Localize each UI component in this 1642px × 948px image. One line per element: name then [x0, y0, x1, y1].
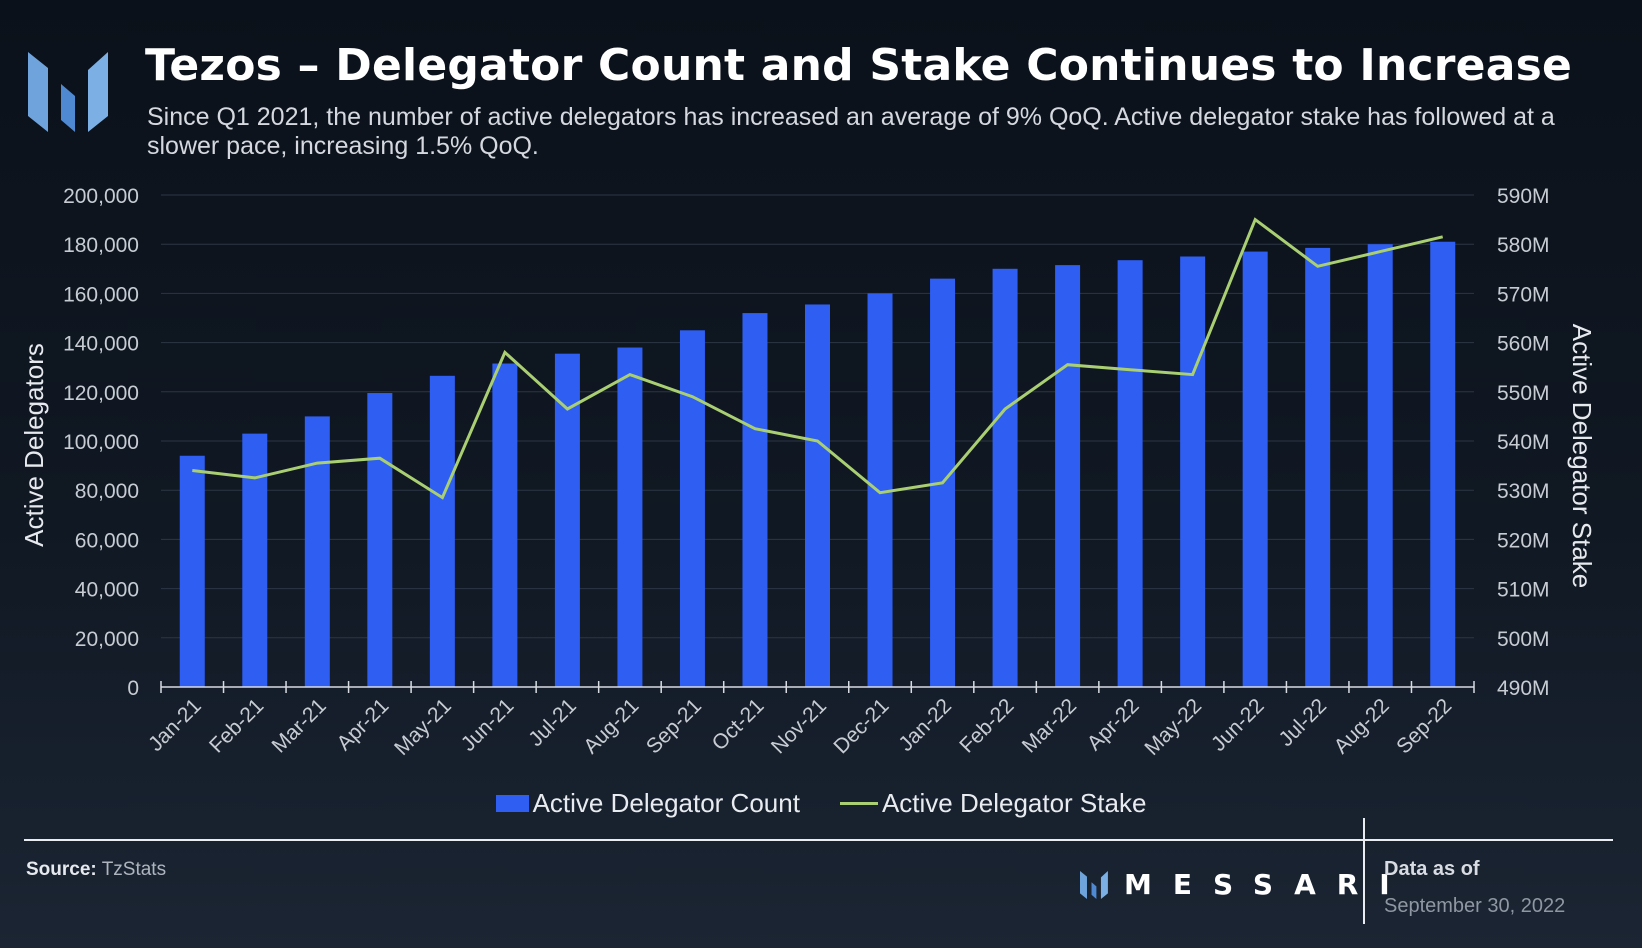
x-tick-label: Feb-22	[955, 694, 1018, 757]
bar	[679, 330, 705, 687]
y-left-tick-label: 200,000	[63, 185, 139, 208]
bar	[429, 375, 455, 687]
bar	[179, 455, 205, 687]
y-right-tick-label: 540M	[1497, 431, 1550, 454]
combo-chart: 0 20,000 40,000 60,000 80,000 100,000 120,000 1…	[19, 185, 1597, 760]
bar	[367, 393, 393, 687]
bar	[1430, 241, 1456, 688]
y-left-tick-label: 120,000	[63, 382, 139, 405]
x-tick-label: Apr-21	[333, 694, 394, 755]
data-as-of-date: September 30, 2022	[1384, 895, 1566, 917]
bar	[1055, 265, 1081, 687]
brand-name: MESSARI	[1124, 868, 1411, 901]
footer-divider	[24, 839, 1613, 841]
chart-legend: Active Delegator Count Active Delegator …	[0, 788, 1642, 819]
y-right-tick-label: 520M	[1497, 529, 1550, 552]
chart-subtitle: Since Q1 2021, the number of active dele…	[147, 103, 1555, 160]
bar	[1305, 247, 1331, 687]
x-tick-label: Jun-22	[1207, 694, 1269, 756]
legend-swatch-stake	[839, 802, 878, 805]
y-left-tick-label: 140,000	[63, 333, 139, 356]
y-right-tick-label: 570M	[1497, 283, 1550, 306]
bar	[1242, 251, 1268, 687]
x-tick-label: Dec-21	[829, 694, 893, 758]
data-as-of-label: Data as of	[1384, 858, 1480, 880]
source-value: TzStats	[101, 859, 167, 880]
x-tick-label: Nov-21	[767, 694, 831, 758]
y-axis-right-title: Active Delegator Stake	[1567, 324, 1597, 588]
legend-item-stake: Active Delegator Stake	[839, 788, 1147, 819]
footer-vertical-divider	[1363, 818, 1365, 924]
y-right-tick-label: 490M	[1497, 677, 1550, 700]
bar	[992, 268, 1018, 687]
y-right-tick-label: 550M	[1497, 382, 1550, 405]
legend-label-count: Active Delegator Count	[532, 788, 800, 818]
x-tick-label: May-22	[1140, 694, 1206, 760]
axes	[160, 681, 1475, 693]
y-right-tick-label: 560M	[1497, 333, 1550, 356]
messari-logo-icon	[28, 52, 108, 132]
x-tick-label: Jul-22	[1275, 694, 1332, 751]
legend-label-stake: Active Delegator Stake	[881, 788, 1147, 818]
brand-wordmark: MESSARI	[1080, 868, 1411, 901]
y-right-tick-label: 580M	[1497, 234, 1550, 257]
x-tick-label: Oct-21	[708, 694, 769, 755]
y-left-tick-label: 100,000	[63, 431, 139, 454]
bar	[492, 363, 518, 687]
x-tick-label: Sep-21	[642, 694, 706, 758]
x-tick-label: Aug-22	[1330, 694, 1394, 758]
x-tick-label: Feb-21	[205, 694, 268, 757]
y-right-tick-label: 500M	[1497, 628, 1550, 651]
y-right-tick-label: 530M	[1497, 480, 1550, 503]
x-tick-label: Aug-21	[579, 694, 643, 758]
y-right-tick-label: 590M	[1497, 185, 1550, 208]
x-tick-label: Jan-21	[144, 694, 206, 756]
bar	[742, 313, 768, 687]
y-left-tick-label: 160,000	[63, 283, 139, 306]
legend-item-count: Active Delegator Count	[495, 788, 800, 819]
x-tick-label: Mar-22	[1018, 694, 1081, 757]
x-tick-label: Sep-22	[1392, 694, 1456, 758]
y-left-tick-label: 0	[127, 677, 139, 700]
messari-mark-icon	[1080, 870, 1108, 899]
bar	[805, 304, 830, 687]
line-stake	[192, 217, 1444, 500]
x-tick-label: Jul-21	[524, 694, 581, 751]
bar	[1367, 244, 1393, 687]
bar	[242, 433, 268, 687]
y-left-tick-label: 40,000	[75, 579, 139, 602]
x-tick-label: Mar-21	[268, 694, 331, 757]
bar-series	[179, 241, 1456, 688]
source-note: Source: TzStats	[26, 859, 166, 881]
bar	[1117, 260, 1143, 687]
bar	[617, 347, 643, 687]
x-tick-label: Jan-22	[894, 694, 956, 756]
y-left-tick-label: 20,000	[75, 628, 139, 651]
y-left-tick-label: 80,000	[75, 480, 139, 503]
line-series	[192, 217, 1444, 500]
bar	[1180, 256, 1206, 687]
y-right-tick-label: 510M	[1497, 579, 1550, 602]
x-tick-label: Jun-21	[457, 694, 519, 756]
source-label: Source:	[26, 859, 97, 880]
legend-swatch-count	[495, 795, 529, 812]
bar	[304, 416, 330, 687]
x-tick-label: Apr-22	[1083, 694, 1144, 755]
y-axis-left-title: Active Delegators	[19, 343, 49, 547]
y-left-tick-label: 180,000	[63, 234, 139, 257]
chart-title: Tezos – Delegator Count and Stake Contin…	[145, 40, 1573, 91]
y-left-tick-label: 60,000	[75, 529, 139, 552]
x-tick-label: May-21	[390, 694, 456, 760]
